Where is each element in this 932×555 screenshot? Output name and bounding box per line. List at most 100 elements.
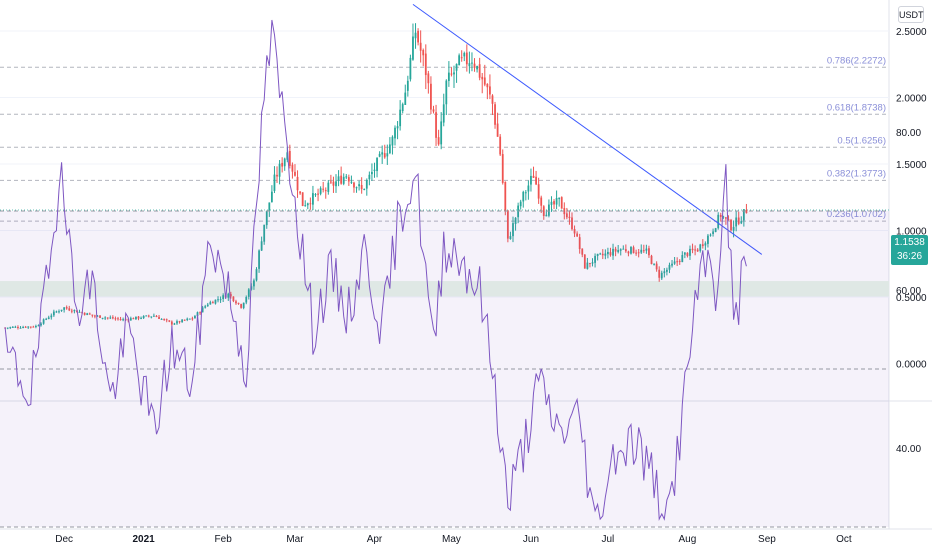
candle-body [9, 327, 12, 329]
candle-body [155, 315, 158, 318]
candle-body [168, 320, 171, 322]
candle-body [178, 321, 181, 323]
candle-body [73, 310, 76, 312]
candle-body [571, 217, 573, 230]
candle-body [371, 171, 373, 175]
candle-body [445, 80, 448, 105]
candle-body [345, 176, 348, 178]
candle-body [447, 72, 450, 81]
candle-body [637, 252, 640, 254]
candle-body [386, 153, 389, 157]
candle-body [704, 243, 707, 246]
candle-body [150, 316, 153, 318]
candle-body [689, 248, 691, 256]
candle-body [250, 286, 253, 290]
candle-body [696, 249, 699, 252]
candle-body [401, 104, 404, 112]
candle-body [483, 77, 486, 85]
candle-body [496, 123, 499, 137]
candle-body [24, 326, 27, 328]
candle-body [568, 216, 571, 218]
candle-body [573, 229, 576, 234]
candle-body [122, 319, 125, 321]
candle-body [176, 321, 178, 324]
candle-body [268, 202, 271, 211]
candle-body [491, 95, 494, 104]
candle-body [147, 315, 150, 317]
candle-body [96, 315, 99, 317]
candle-body [70, 310, 73, 312]
candle-body [422, 49, 425, 56]
candle-body [222, 295, 225, 299]
candle-body [378, 153, 381, 157]
candle-body [355, 187, 358, 189]
candle-body [624, 249, 627, 252]
candle-body [453, 72, 455, 75]
candle-body [309, 203, 312, 205]
fib-level-label: 0.618(1.8738) [827, 102, 886, 113]
candle-body [501, 154, 504, 183]
candle-body [165, 319, 168, 321]
candle-body [406, 80, 409, 91]
candle-body [409, 57, 412, 80]
candle-body [727, 219, 730, 221]
candle-body [145, 315, 148, 317]
candle-body [50, 315, 53, 318]
price-tick-label: 1.5000 [896, 160, 927, 171]
candle-body [237, 302, 240, 304]
candle-body [306, 203, 309, 206]
candle-body [719, 214, 722, 217]
candle-body [19, 327, 22, 329]
candle-body [129, 318, 132, 321]
candle-body [607, 251, 609, 255]
candle-body [258, 250, 260, 269]
candle-body [163, 318, 166, 320]
candle-body [622, 248, 625, 250]
candle-body [68, 308, 71, 311]
candle-body [32, 326, 35, 328]
candle-body [181, 319, 184, 323]
candle-body [714, 228, 717, 233]
candle-body [648, 248, 650, 256]
candle-body [270, 191, 273, 203]
time-tick-label: Sep [758, 534, 776, 545]
candle-body [540, 197, 543, 206]
candle-body [506, 210, 509, 239]
candle-body [368, 174, 371, 180]
price-tick-label: 2.0000 [896, 94, 927, 105]
candle-body [412, 36, 414, 60]
candle-body [104, 317, 107, 319]
currency-badge[interactable]: USDT [898, 6, 924, 23]
last-price-tag: 1.1538 36:26 [891, 235, 928, 265]
candle-body [109, 317, 112, 319]
candle-body [512, 223, 514, 237]
candle-body [668, 264, 671, 270]
candle-body [388, 144, 391, 154]
candle-body [29, 326, 32, 328]
candle-body [735, 217, 738, 227]
candle-body [599, 253, 602, 255]
candle-body [235, 301, 237, 304]
candle-body [699, 244, 702, 251]
price-tick-label: 1.0000 [896, 227, 927, 238]
candle-body [101, 317, 104, 319]
candle-body [83, 312, 86, 315]
candle-body [358, 184, 360, 187]
time-tick-label: Aug [679, 534, 697, 545]
candle-body [678, 260, 681, 262]
candle-body [317, 193, 319, 195]
candle-body [335, 181, 337, 187]
candle-body [301, 192, 304, 206]
candle-body [58, 311, 60, 313]
candle-body [514, 217, 517, 224]
candle-body [604, 253, 607, 256]
candle-body [737, 217, 740, 224]
candle-body [424, 53, 427, 76]
candle-body [319, 188, 322, 194]
candle-body [47, 317, 50, 319]
candle-body [594, 255, 596, 263]
time-tick-label: Mar [286, 534, 304, 545]
candle-body [35, 326, 37, 328]
